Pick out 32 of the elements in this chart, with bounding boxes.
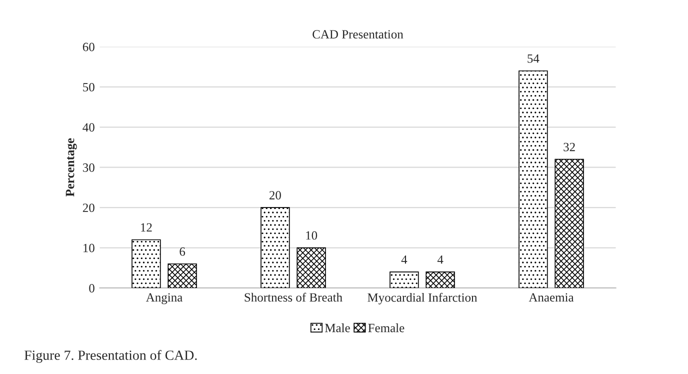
y-tick-label: 30 — [82, 163, 94, 172]
y-axis-title: Percentage — [66, 138, 77, 197]
bar — [554, 158, 584, 288]
x-tick-label: Myocardial Infarction — [368, 292, 478, 304]
data-label: 32 — [564, 142, 575, 152]
bar — [296, 247, 326, 288]
data-label: 54 — [528, 54, 540, 63]
bar — [426, 271, 455, 288]
data-label: 12 — [141, 223, 152, 232]
y-tick-label: 0 — [89, 284, 94, 292]
data-label: 10 — [306, 231, 318, 240]
data-label: 20 — [270, 191, 281, 200]
legend-label: Male — [325, 323, 350, 332]
data-label: 6 — [180, 247, 186, 256]
bar — [390, 271, 419, 288]
legend-label: Female — [368, 323, 404, 332]
y-tick-label: 60 — [82, 42, 94, 52]
bar — [260, 207, 290, 288]
y-tick-label: 20 — [82, 204, 94, 212]
y-tick-label: 50 — [83, 82, 94, 92]
chart-title: CAD Presentation — [312, 30, 404, 39]
x-tick-label: Shortness of Breath — [244, 292, 342, 302]
data-label: 4 — [401, 255, 408, 264]
bar — [132, 239, 161, 288]
data-label: 4 — [437, 255, 444, 264]
y-tick-label: 40 — [82, 123, 94, 132]
x-tick-label: Angina — [146, 293, 182, 304]
x-tick-label: Anaemia — [528, 293, 574, 302]
y-tick-label: 10 — [84, 244, 94, 252]
bar — [168, 263, 197, 288]
bar — [518, 70, 548, 288]
caption: Figure 7. Presentation of CAD. — [24, 350, 197, 363]
